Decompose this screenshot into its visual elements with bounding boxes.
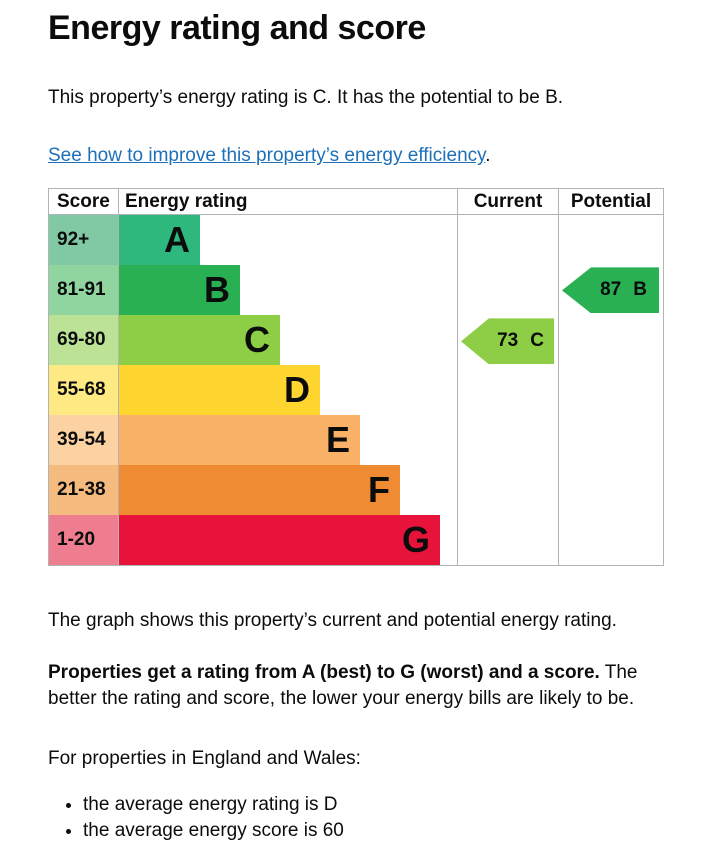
rating-explanation-rest: The better the rating and score, the low…	[48, 662, 638, 710]
score-range-c: 69-80	[49, 315, 119, 366]
band-row-f: 21-38 F	[49, 465, 457, 516]
potential-rating-arrow: 87 B	[562, 267, 659, 314]
band-row-e: 39-54 E	[49, 415, 457, 466]
rating-bar-f: F	[119, 465, 400, 516]
band-row-a: 92+ A	[49, 215, 457, 266]
band-letter-b: B	[204, 269, 230, 311]
potential-score: 87	[600, 279, 622, 301]
current-score: 73	[497, 330, 519, 352]
intro-text: This property’s energy rating is C. It h…	[48, 87, 564, 109]
current-column: 73 C	[457, 215, 558, 566]
band-row-c: 69-80 C	[49, 315, 457, 366]
improve-link-line: See how to improve this property’s energ…	[48, 143, 664, 168]
header-current: Current	[457, 189, 558, 215]
epc-page: Energy rating and score This property’s …	[0, 0, 712, 844]
rating-bar-d: D	[119, 365, 320, 416]
rating-explanation-bold: Properties get a rating from A (best) to…	[48, 662, 600, 684]
band-letter-e: E	[325, 419, 350, 461]
rating-bar-e: E	[119, 415, 360, 466]
score-range-b: 81-91	[49, 265, 119, 316]
potential-column: 87 B	[558, 215, 663, 566]
chart-header-row: Score Energy rating Current Potential	[49, 189, 663, 216]
potential-rating-letter: B	[633, 279, 647, 301]
band-row-g: 1-20 G	[49, 515, 457, 566]
score-range-g: 1-20	[49, 515, 119, 566]
band-row-b: 81-91 B	[49, 265, 457, 316]
band-letter-d: D	[284, 369, 310, 411]
band-letter-a: A	[164, 219, 190, 261]
rating-bar-b: B	[119, 265, 240, 316]
rating-explanation: Properties get a rating from A (best) to…	[48, 660, 664, 712]
current-rating-letter: C	[530, 330, 544, 352]
score-range-d: 55-68	[49, 365, 119, 416]
energy-rating-chart: Score Energy rating Current Potential 92…	[48, 188, 664, 567]
page-title: Energy rating and score	[48, 9, 426, 47]
band-letter-g: G	[401, 519, 430, 561]
score-range-f: 21-38	[49, 465, 119, 516]
averages-list: the average energy rating is D the avera…	[48, 792, 664, 844]
graph-caption: The graph shows this property’s current …	[48, 610, 617, 632]
rating-bar-g: G	[119, 515, 440, 566]
band-letter-c: C	[244, 319, 270, 361]
score-range-a: 92+	[49, 215, 119, 266]
rating-bar-a: A	[119, 215, 200, 266]
chart-body: 92+ A 81-91 B 69-80 C 55-68 D 39-54	[49, 215, 663, 566]
rating-bar-c: C	[119, 315, 280, 366]
header-energy-rating: Energy rating	[125, 191, 248, 213]
average-score-item: the average energy score is 60	[83, 818, 664, 844]
current-rating-arrow: 73 C	[461, 318, 554, 365]
link-period: .	[485, 145, 491, 167]
score-range-e: 39-54	[49, 415, 119, 466]
header-potential: Potential	[558, 189, 663, 215]
region-heading: For properties in England and Wales:	[48, 748, 361, 770]
band-letter-f: F	[368, 469, 390, 511]
rating-bands: 92+ A 81-91 B 69-80 C 55-68 D 39-54	[49, 215, 457, 566]
improve-efficiency-link[interactable]: See how to improve this property’s energ…	[48, 145, 486, 167]
average-rating-item: the average energy rating is D	[83, 792, 664, 818]
band-row-d: 55-68 D	[49, 365, 457, 416]
header-score: Score	[49, 189, 119, 215]
